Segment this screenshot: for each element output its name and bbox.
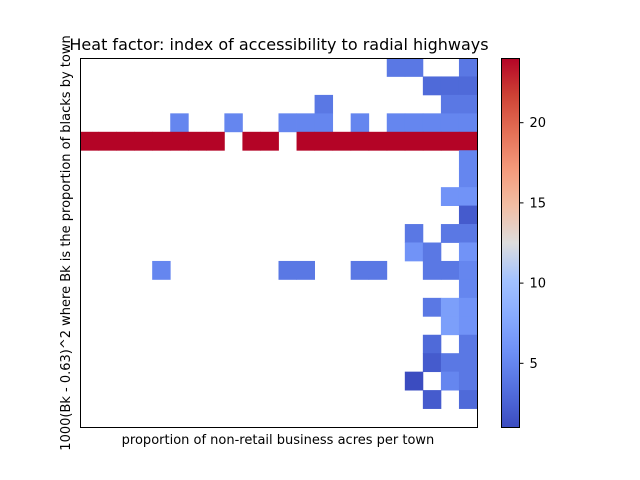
heatmap-cell xyxy=(440,353,460,373)
colorbar-ticks: 5 10 15 20 xyxy=(519,116,547,372)
heatmap-cell xyxy=(278,260,297,280)
heatmap-cell xyxy=(458,390,478,409)
heatmap-cell xyxy=(404,224,424,243)
heatmap-cell xyxy=(440,131,460,151)
heatmap-cell xyxy=(80,131,99,151)
heatmap-cell xyxy=(422,390,442,409)
heatmap-cell xyxy=(422,131,442,151)
heatmap-cell xyxy=(296,131,315,151)
heatmap-cell xyxy=(422,353,442,373)
heatmap-cell xyxy=(458,316,478,336)
heatmap-cell xyxy=(458,334,478,354)
heatmap-cell xyxy=(422,242,442,262)
heatmap-cell xyxy=(404,113,424,133)
colorbar-tick-label: 20 xyxy=(530,116,547,131)
heatmap-cell xyxy=(458,297,478,317)
y-axis-label: 1000(Bk - 0.63)^2 where Bk is the propor… xyxy=(59,35,74,450)
heatmap-cell xyxy=(458,260,478,280)
heatmap-cell xyxy=(458,131,478,151)
heatmap-cell xyxy=(458,168,478,188)
heatmap-cell xyxy=(404,371,424,391)
heatmap-cell xyxy=(458,58,478,77)
heatmap-cell xyxy=(440,94,460,114)
colorbar-tick-label: 10 xyxy=(530,277,547,292)
colorbar xyxy=(501,58,520,428)
heatmap-cell xyxy=(152,260,171,280)
heatmap-cell xyxy=(170,113,189,133)
x-axis-label: proportion of non-retail business acres … xyxy=(122,433,435,448)
heatmap-cell xyxy=(458,113,478,133)
heatmap-cell xyxy=(440,187,460,206)
heatmap-cell xyxy=(458,76,478,96)
plot-frame xyxy=(80,58,478,428)
heatmap-cell xyxy=(458,224,478,243)
colorbar-tick-label: 15 xyxy=(530,196,547,211)
heatmap-cell xyxy=(350,131,370,151)
heatmap-cell xyxy=(350,260,370,280)
heatmap-cell xyxy=(458,242,478,262)
heatmap-cell xyxy=(404,242,424,262)
heatmap-cell xyxy=(422,113,442,133)
heatmap-cell xyxy=(368,131,388,151)
chart-title: Heat factor: index of accessibility to r… xyxy=(69,35,488,54)
heatmap-cell xyxy=(422,260,442,280)
heatmap-cell xyxy=(404,58,424,77)
heatmap-cell xyxy=(458,187,478,206)
heatmap-cell xyxy=(152,131,171,151)
heatmap-cell xyxy=(170,131,189,151)
heatmap-cell xyxy=(422,297,442,317)
heatmap-cell xyxy=(296,260,315,280)
heatmap-cell xyxy=(458,353,478,373)
heatmap-cells xyxy=(80,58,478,409)
heatmap-cell xyxy=(386,113,406,133)
heatmap-cell xyxy=(386,131,406,151)
heatmap-cell xyxy=(314,94,334,114)
heatmap-cell xyxy=(422,334,442,354)
heatmap-cell xyxy=(260,131,279,151)
heatmap-cell xyxy=(440,224,460,243)
heatmap-cell xyxy=(314,131,334,151)
heatmap-cell xyxy=(458,371,478,391)
heatmap-cell xyxy=(224,113,243,133)
heatmap-cell xyxy=(440,260,460,280)
heatmap-cell xyxy=(458,94,478,114)
colorbar-tick-label: 5 xyxy=(530,357,538,372)
heatmap-cell xyxy=(314,113,334,133)
heatmap-cell xyxy=(278,113,297,133)
heatmap-cell xyxy=(206,131,225,151)
heatmap-cell xyxy=(404,131,424,151)
heatmap-cell xyxy=(242,131,261,151)
heatmap-cell xyxy=(440,316,460,336)
heatmap-cell xyxy=(440,297,460,317)
heatmap-cell xyxy=(134,131,153,151)
heatmap-cell xyxy=(368,260,388,280)
heatmap-cell xyxy=(458,205,478,225)
heatmap-cell xyxy=(296,113,315,133)
heatmap-cell xyxy=(386,58,406,77)
heatmap-cell xyxy=(440,113,460,133)
heatmap-cell xyxy=(332,131,352,151)
heatmap-cell xyxy=(116,131,135,151)
heatmap-cell xyxy=(440,76,460,96)
heatmap-cell xyxy=(98,131,117,151)
heatmap-cell xyxy=(422,76,442,96)
heatmap-cell xyxy=(440,371,460,391)
heatmap-cell xyxy=(350,113,370,133)
heatmap-cell xyxy=(458,279,478,299)
heatmap-cell xyxy=(458,150,478,170)
heatmap-cell xyxy=(188,131,207,151)
